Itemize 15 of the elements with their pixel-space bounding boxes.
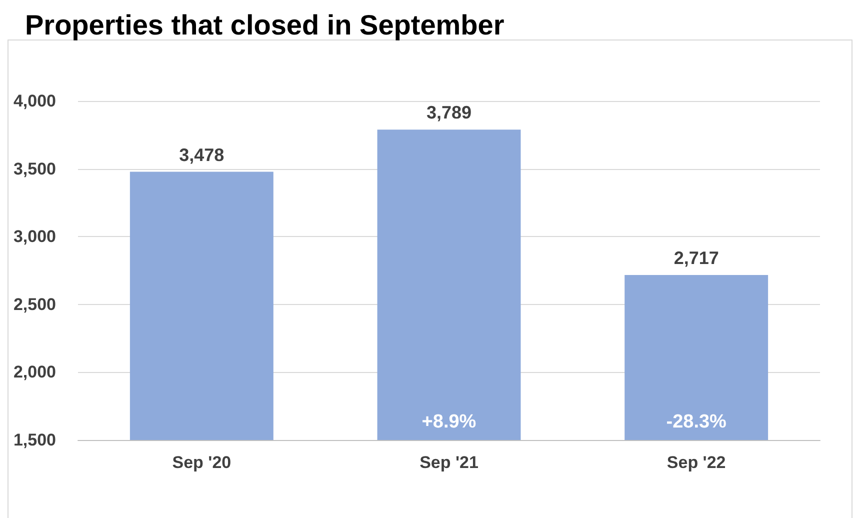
annotation: -28.3% (666, 412, 727, 432)
y-tick-label: 4,000 (13, 92, 56, 110)
x-tick-label: Sep '22 (666, 453, 726, 472)
x-tick-label: Sep '20 (172, 453, 232, 472)
data-label: 3,789 (426, 102, 472, 123)
chart-title: Properties that closed in September (25, 10, 504, 40)
data-label: 2,717 (674, 248, 719, 268)
y-tick-label: 1,500 (13, 430, 56, 450)
y-tick-label: 2,000 (13, 362, 56, 382)
y-tick-label: 2,500 (13, 294, 56, 314)
x-tick-label: Sep '21 (420, 453, 478, 472)
y-tick-label: 3,500 (13, 159, 56, 178)
annotation: +8.9% (422, 412, 476, 432)
data-label: 3,478 (179, 144, 224, 165)
y-tick-label: 3,000 (13, 227, 56, 246)
